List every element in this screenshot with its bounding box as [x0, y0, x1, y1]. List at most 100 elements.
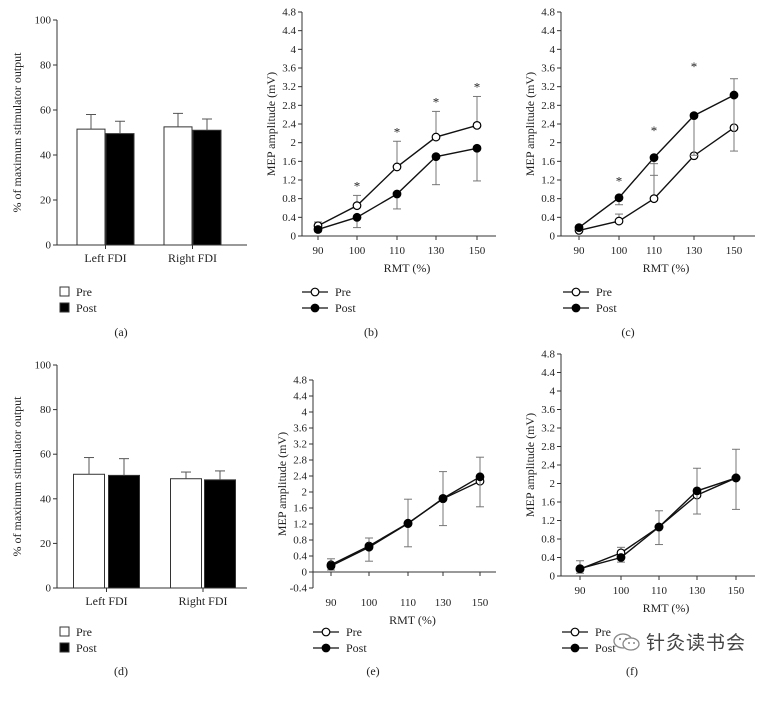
- legend-marker-post: [310, 303, 320, 313]
- data-point-post: [616, 553, 626, 562]
- y-tick-label: 4.4: [541, 25, 555, 37]
- data-point-post: [352, 212, 362, 222]
- bar-pre: [170, 478, 202, 589]
- y-tick-label: 0: [550, 231, 556, 243]
- y-tick-label: 80: [40, 404, 52, 416]
- significance-marker: *: [433, 94, 440, 109]
- x-axis-label: RMT (%): [384, 261, 431, 275]
- y-tick-label: 100: [35, 360, 52, 372]
- legend-label-pre: Pre: [595, 625, 611, 639]
- y-tick-label: 2.8: [293, 455, 307, 467]
- y-tick-label: 4: [291, 44, 297, 56]
- y-tick-label: 2.4: [293, 471, 307, 483]
- y-tick-label: 40: [40, 150, 52, 162]
- panel-label: (d): [114, 664, 128, 678]
- legend-label-pre: Pre: [596, 285, 612, 299]
- watermark-text: 针灸读书会: [646, 632, 747, 654]
- y-tick-label: 3.2: [541, 81, 555, 93]
- y-tick-label: 2.8: [541, 441, 555, 453]
- x-tick-label: 110: [389, 245, 406, 257]
- data-point-post: [729, 90, 739, 100]
- bar-post: [105, 133, 135, 246]
- y-tick-label: 60: [40, 105, 52, 117]
- legend-label-pre: Pre: [335, 285, 351, 299]
- y-tick-label: 4: [302, 407, 308, 419]
- y-axis-label: MEP amplitude (mV): [275, 432, 289, 536]
- y-tick-label: 1.2: [282, 175, 296, 187]
- y-tick-label: 4.4: [541, 367, 555, 379]
- y-tick-label: 0.8: [541, 534, 555, 546]
- y-tick-label: 100: [35, 15, 52, 27]
- data-point-post: [326, 561, 336, 571]
- panel-label: (a): [114, 325, 127, 339]
- data-point-post: [392, 189, 402, 199]
- legend-label-pre: Pre: [346, 625, 362, 639]
- y-tick-label: 2.4: [541, 119, 555, 131]
- legend-marker-pre: [310, 287, 320, 297]
- x-tick-label: 100: [361, 597, 378, 609]
- y-tick-label: 2.8: [541, 100, 555, 112]
- bar-pre: [76, 128, 106, 246]
- y-tick-label: 2.8: [282, 100, 296, 112]
- x-tick-label: 90: [574, 245, 586, 257]
- y-axis-label: MEP amplitude (mV): [523, 413, 537, 517]
- y-tick-label: 1.6: [293, 503, 307, 515]
- legend-marker-pre: [571, 287, 581, 297]
- y-tick-label: 4: [550, 44, 556, 56]
- y-tick-label: 4: [550, 386, 556, 398]
- data-point-post: [575, 564, 585, 573]
- series-line-post: [578, 94, 735, 229]
- x-tick-label: 130: [689, 585, 706, 597]
- y-tick-label: -0.4: [290, 583, 308, 595]
- x-tick-label: 90: [575, 585, 587, 597]
- y-tick-label: 0.8: [541, 193, 555, 205]
- bar-post: [204, 479, 236, 589]
- y-axis-label: MEP amplitude (mV): [523, 72, 537, 176]
- significance-marker: *: [474, 79, 481, 94]
- x-tick-label: 100: [349, 245, 366, 257]
- y-tick-label: 2: [302, 487, 308, 499]
- x-tick-label: 90: [326, 597, 338, 609]
- x-tick-label: 110: [400, 597, 417, 609]
- data-point-post: [731, 473, 741, 483]
- x-tick-label: 130: [686, 245, 703, 257]
- y-tick-label: 3.6: [541, 404, 555, 416]
- y-tick-label: 1.2: [541, 515, 555, 527]
- data-point-post: [649, 153, 659, 163]
- panel-label: (c): [621, 325, 634, 339]
- data-point-pre: [614, 216, 624, 226]
- y-tick-label: 80: [40, 60, 52, 72]
- x-tick-label: 150: [472, 597, 489, 609]
- wechat-icon: [613, 632, 640, 651]
- y-tick-label: 0.4: [293, 551, 307, 563]
- y-tick-label: 1.6: [541, 156, 555, 168]
- legend-marker-post: [570, 643, 580, 653]
- legend-label-pre: Pre: [76, 625, 92, 639]
- data-point-pre: [649, 194, 659, 204]
- y-tick-label: 4.8: [541, 349, 555, 361]
- watermark: 针灸读书会: [612, 628, 746, 655]
- x-tick-label: 90: [313, 245, 325, 257]
- y-tick-label: 3.2: [541, 423, 555, 435]
- y-tick-label: 0.8: [293, 535, 307, 547]
- panel-label: (b): [364, 325, 378, 339]
- y-tick-label: 60: [40, 449, 52, 461]
- y-tick-label: 0: [46, 583, 52, 595]
- y-tick-label: 4.8: [282, 7, 296, 19]
- x-axis-label: RMT (%): [389, 613, 436, 627]
- panel-a: 0 20 40 60 80 100 % of maximum stimulator outp…: [10, 15, 247, 339]
- x-tick-label: 130: [435, 597, 452, 609]
- legend-label-post: Post: [76, 301, 97, 315]
- data-point-pre: [352, 201, 362, 211]
- bar-pre: [163, 126, 193, 246]
- data-point-pre: [392, 162, 402, 172]
- legend-marker-post: [571, 303, 581, 313]
- legend-marker-post: [321, 643, 331, 653]
- data-point-pre: [431, 132, 441, 142]
- y-tick-label: 0.4: [282, 212, 296, 224]
- data-point-post: [689, 111, 699, 120]
- panel-b: 0 0.4 0.8 1.2 1.6 2 2.4 2.8 3.2 3.6 4 4.4 4.8 MEP amp…: [264, 7, 496, 339]
- legend-label-pre: Pre: [76, 285, 92, 299]
- x-tick-label: 110: [646, 245, 663, 257]
- bar-post: [192, 129, 222, 246]
